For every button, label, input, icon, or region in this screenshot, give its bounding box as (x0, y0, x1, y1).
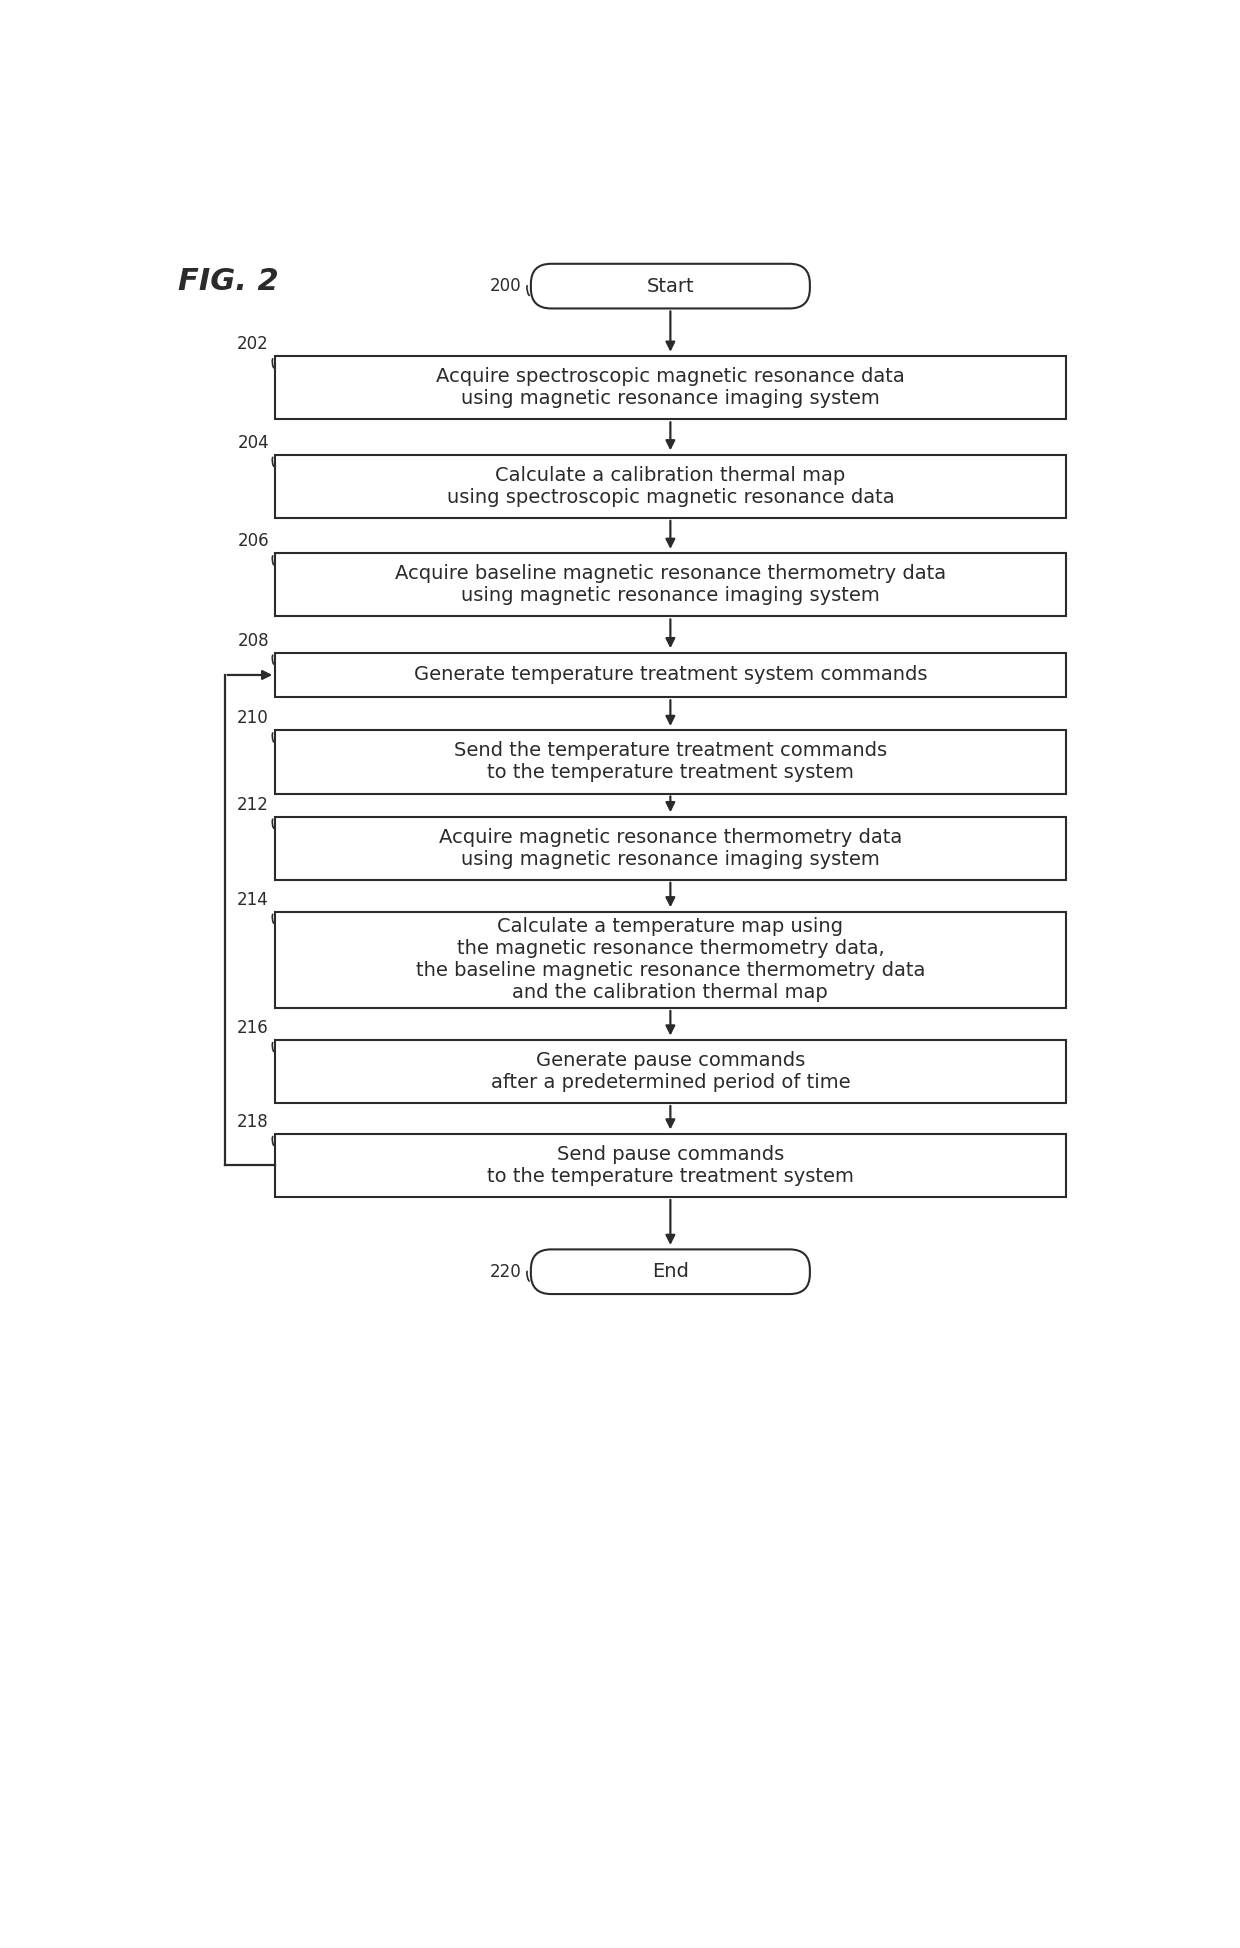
Text: Acquire baseline magnetic resonance thermometry data
using magnetic resonance im: Acquire baseline magnetic resonance ther… (394, 565, 946, 606)
Text: Acquire spectroscopic magnetic resonance data
using magnetic resonance imaging s: Acquire spectroscopic magnetic resonance… (436, 368, 905, 409)
Text: Send the temperature treatment commands
to the temperature treatment system: Send the temperature treatment commands … (454, 742, 887, 783)
Bar (275, 653, 1065, 697)
Text: 216: 216 (237, 1019, 269, 1036)
Bar (275, 1040, 1065, 1103)
Bar (275, 730, 1065, 793)
FancyBboxPatch shape (531, 1249, 810, 1293)
Text: 218: 218 (237, 1112, 269, 1130)
Text: Calculate a temperature map using
the magnetic resonance thermometry data,
the b: Calculate a temperature map using the ma… (415, 918, 925, 1003)
Text: 200: 200 (490, 277, 522, 294)
Text: 202: 202 (237, 335, 269, 353)
Text: FIG. 2: FIG. 2 (179, 267, 279, 296)
Bar (275, 816, 1065, 880)
Text: Send pause commands
to the temperature treatment system: Send pause commands to the temperature t… (487, 1145, 854, 1186)
Bar (275, 1134, 1065, 1196)
Text: 206: 206 (237, 532, 269, 549)
FancyBboxPatch shape (531, 263, 810, 308)
Text: Generate temperature treatment system commands: Generate temperature treatment system co… (414, 666, 928, 684)
Text: 212: 212 (237, 795, 269, 814)
Bar (275, 454, 1065, 518)
Text: End: End (652, 1262, 688, 1282)
Text: Generate pause commands
after a predetermined period of time: Generate pause commands after a predeter… (491, 1052, 851, 1093)
Text: Calculate a calibration thermal map
using spectroscopic magnetic resonance data: Calculate a calibration thermal map usin… (446, 466, 894, 506)
Bar (275, 356, 1065, 419)
Bar (275, 553, 1065, 616)
Bar (275, 912, 1065, 1007)
Text: 214: 214 (237, 890, 269, 908)
Text: 220: 220 (490, 1262, 522, 1280)
Text: Start: Start (646, 277, 694, 296)
Text: 204: 204 (237, 434, 269, 452)
Text: 208: 208 (237, 631, 269, 649)
Text: 210: 210 (237, 709, 269, 727)
Text: Acquire magnetic resonance thermometry data
using magnetic resonance imaging sys: Acquire magnetic resonance thermometry d… (439, 828, 901, 869)
